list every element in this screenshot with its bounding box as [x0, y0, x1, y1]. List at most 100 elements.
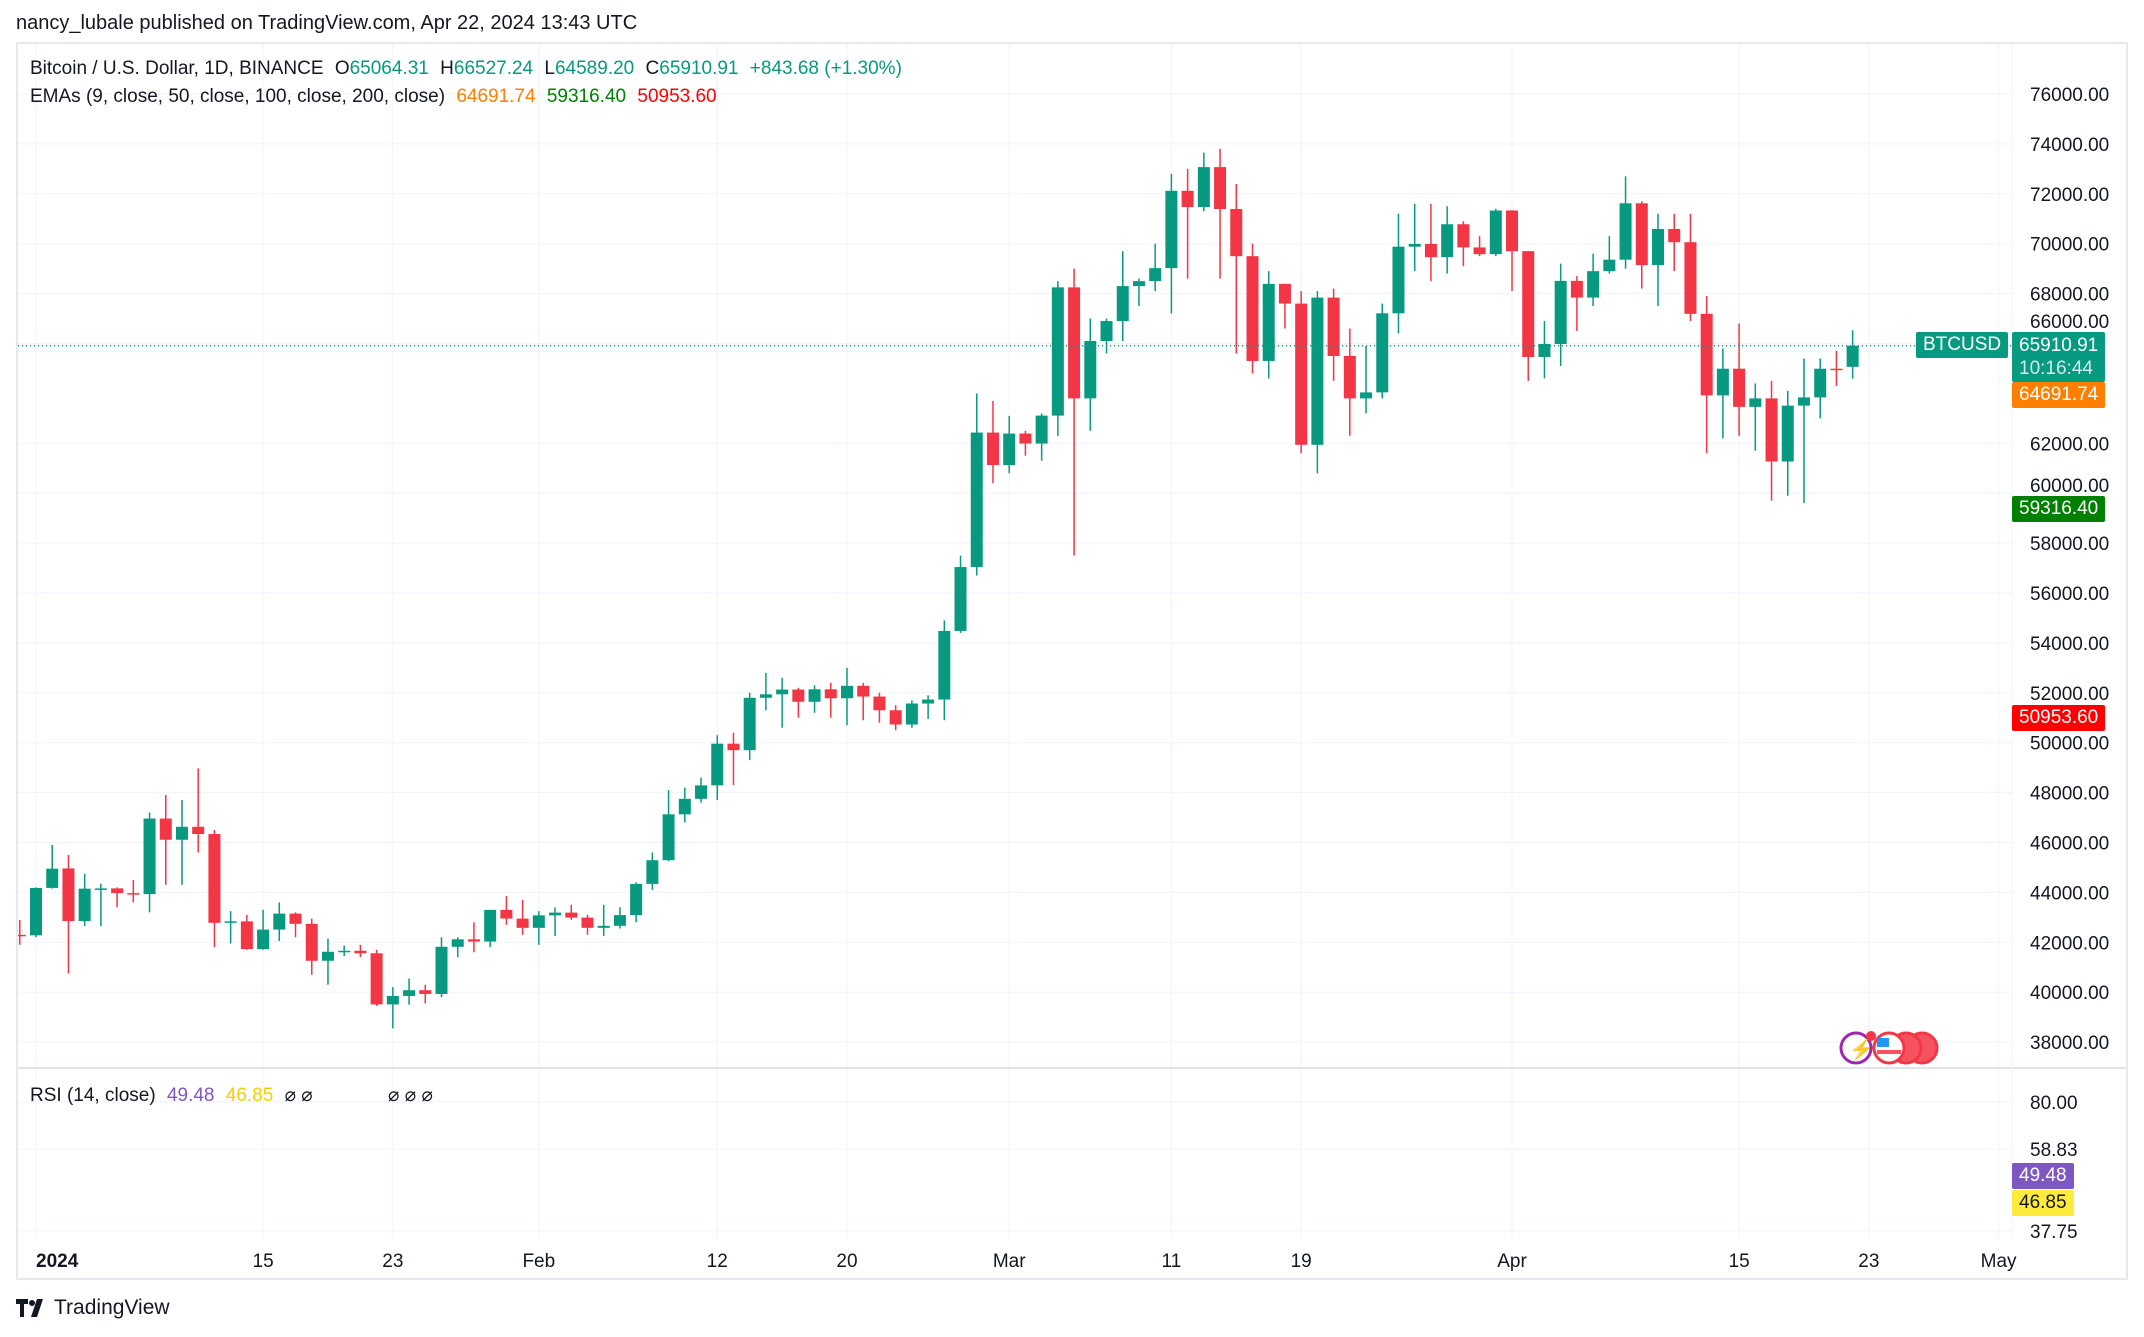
candle-down — [1214, 167, 1227, 210]
candle-up — [613, 915, 626, 926]
ema100-badge: 50953.60 — [2012, 705, 2106, 731]
rsi-label: RSI (14, close) — [30, 1085, 156, 1106]
price-tick-label: 74000.00 — [2030, 135, 2109, 156]
candle-down — [289, 913, 302, 924]
candle-up — [549, 912, 562, 916]
candle-up — [273, 913, 286, 930]
time-tick-label: 15 — [1729, 1251, 1750, 1272]
rsi-na-values-2: ⌀ ⌀ ⌀ — [388, 1085, 433, 1106]
ema50-badge: 59316.40 — [2012, 496, 2106, 522]
price-tick-label: 42000.00 — [2030, 933, 2109, 954]
price-tick-label: 52000.00 — [2030, 684, 2109, 705]
change-value: +843.68 (+1.30%) — [749, 58, 902, 79]
price-tick-label: 60000.00 — [2030, 476, 2109, 497]
candle-down — [1181, 190, 1194, 208]
candle-up — [175, 826, 188, 840]
candle-up — [386, 995, 399, 1005]
candle-up — [1716, 368, 1729, 396]
time-tick-label: 23 — [382, 1251, 403, 1272]
price-tick-label: 54000.00 — [2030, 634, 2109, 655]
price-tick-label: 72000.00 — [2030, 185, 2109, 206]
candle-up — [1376, 313, 1389, 393]
price-tick-label: 56000.00 — [2030, 584, 2109, 605]
last-price-badge: 65910.91 10:16:44 — [2012, 332, 2106, 382]
candle-down — [419, 990, 432, 994]
ema50-value: 59316.40 — [546, 86, 627, 107]
candle-down — [62, 868, 75, 922]
us-flag-event-icon — [1872, 1031, 1906, 1065]
time-tick-label: Apr — [1497, 1251, 1527, 1272]
candle-down — [581, 917, 594, 928]
candle-down — [240, 921, 253, 950]
close-value: 65910.91 — [659, 58, 739, 79]
rsi-ma-value: 46.85 — [225, 1085, 274, 1106]
time-tick-label: May — [1981, 1251, 2017, 1272]
candle-down — [857, 685, 870, 697]
price-tick-label: 50000.00 — [2030, 734, 2109, 755]
price-chart[interactable]: 76000.00 74000.00 72000.00 70000.00 68000.00… — [18, 44, 2126, 1278]
candle-up — [695, 785, 708, 799]
time-tick-label: 20 — [836, 1251, 857, 1272]
candle-down — [1668, 228, 1681, 243]
candle-down — [1327, 297, 1340, 356]
low-label: L — [544, 58, 555, 79]
low-value: 64589.20 — [554, 58, 635, 79]
symbol-legend[interactable]: Bitcoin / U.S. Dollar, 1D, BINANCE O6506… — [30, 58, 908, 80]
candle-down — [1019, 433, 1032, 444]
candle-down — [1635, 203, 1648, 266]
candle-down — [127, 893, 140, 895]
candle-up — [1554, 280, 1567, 344]
candle-up — [1311, 297, 1324, 445]
price-tick-label: 48000.00 — [2030, 784, 2109, 805]
rsi-tick-label: 37.75 — [2030, 1222, 2078, 1243]
rsi-legend[interactable]: RSI (14, close) 49.48 46.85 ⌀ ⌀ ⌀ ⌀ ⌀ — [30, 1084, 439, 1107]
candle-up — [759, 694, 772, 698]
ema-legend[interactable]: EMAs (9, close, 50, close, 100, close, 2… — [30, 86, 723, 108]
candle-up — [30, 887, 42, 936]
candle-up — [646, 860, 659, 884]
candle-down — [727, 743, 740, 751]
candle-down — [1733, 368, 1746, 407]
open-label: O — [334, 58, 350, 79]
ema100-value: 50953.60 — [637, 86, 717, 107]
axes: 76000.00 74000.00 72000.00 70000.00 68000.00… — [36, 85, 2109, 1272]
candle-down — [1570, 280, 1583, 298]
candle-down — [986, 432, 999, 466]
candle-down — [111, 888, 124, 894]
candle-up — [1116, 286, 1129, 322]
price-tick-label: 68000.00 — [2030, 285, 2109, 306]
candle-up — [1781, 405, 1794, 462]
time-tick-label: 11 — [1162, 1251, 1182, 1272]
svg-text:⚡: ⚡ — [1849, 1037, 1874, 1061]
candle-down — [1068, 287, 1081, 399]
candle-up — [1035, 415, 1048, 444]
candle-down — [516, 918, 529, 928]
candle-up — [143, 818, 156, 895]
candle-down — [208, 834, 221, 923]
candle-up — [970, 432, 983, 568]
candle-down — [792, 689, 805, 702]
candle-down — [159, 818, 172, 840]
candle-up — [1489, 210, 1502, 255]
candle-down — [1684, 242, 1697, 314]
candle-down — [500, 909, 513, 919]
candle-down — [889, 710, 902, 725]
price-tick-label: 40000.00 — [2030, 983, 2109, 1004]
candles — [18, 148, 1859, 1029]
candle-up — [1197, 167, 1210, 208]
price-tick-label: 44000.00 — [2030, 883, 2109, 904]
candle-up — [451, 939, 464, 947]
candle-up — [224, 921, 237, 923]
candle-down — [354, 950, 367, 954]
candle-up — [954, 567, 967, 631]
price-tick-label: 76000.00 — [2030, 85, 2109, 106]
price-tick-label: 38000.00 — [2030, 1033, 2109, 1054]
close-label: C — [645, 58, 660, 79]
candle-up — [1149, 268, 1162, 282]
high-label: H — [440, 58, 454, 79]
time-tick-label: 2024 — [36, 1251, 79, 1272]
time-tick-label: Mar — [993, 1251, 1026, 1272]
tradingview-logo[interactable]: TradingView — [16, 1296, 170, 1320]
chart-panel[interactable]: 76000.00 74000.00 72000.00 70000.00 68000.00… — [16, 42, 2128, 1280]
candle-up — [321, 951, 334, 961]
